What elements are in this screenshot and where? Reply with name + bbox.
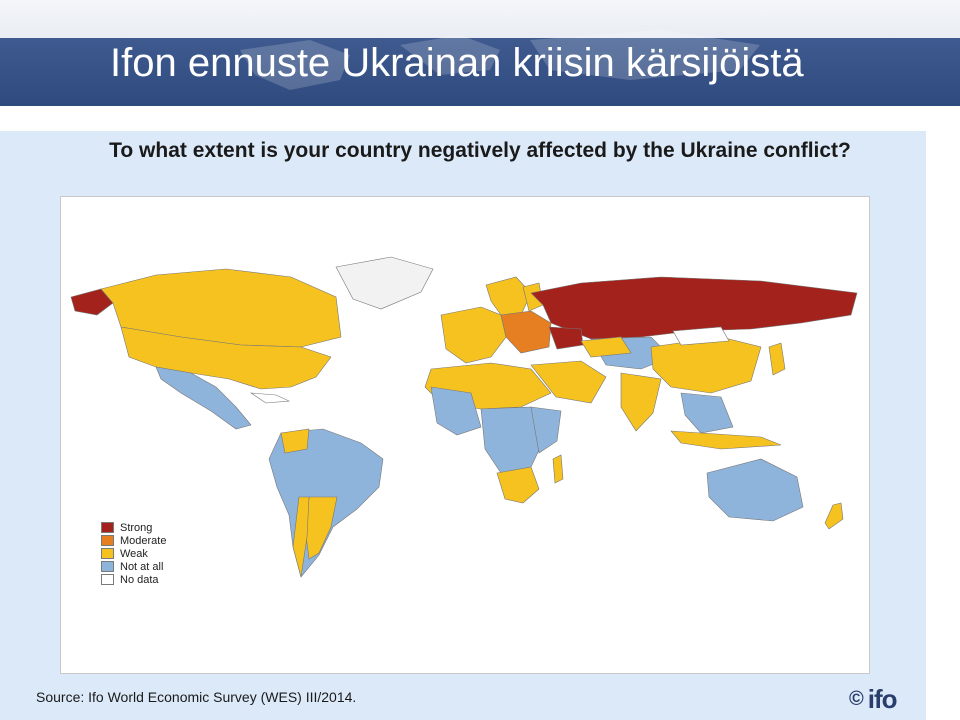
region-west-africa: [430, 386, 482, 436]
region-chile: [292, 496, 310, 578]
map-question-title: To what extent is your country negativel…: [109, 139, 851, 162]
copyright-icon: ©: [849, 687, 864, 710]
region-india: [620, 372, 662, 432]
region-southern-africa: [496, 466, 540, 504]
region-mexico: [155, 366, 252, 430]
region-eastern-europe: [500, 310, 552, 354]
region-china: [650, 336, 762, 394]
region-scandinavia: [485, 276, 532, 316]
legend-label: Not at all: [120, 560, 164, 573]
region-indonesia: [670, 430, 782, 450]
region-southeast-asia: [680, 392, 734, 434]
legend-item: Weak: [101, 547, 166, 560]
legend-item: Not at all: [101, 560, 166, 573]
region-canada: [100, 268, 342, 348]
region-greenland: [335, 256, 434, 310]
region-kazakhstan: [580, 336, 632, 358]
region-middle-east: [530, 360, 607, 404]
source-note: Source: Ifo World Economic Survey (WES) …: [36, 689, 357, 705]
legend-swatch: [101, 535, 114, 546]
ifo-logo: © ifo: [849, 683, 898, 714]
legend-item: No data: [101, 573, 166, 586]
region-alaska: [70, 288, 114, 316]
legend-item: Moderate: [101, 534, 166, 547]
ifo-logo-text: ifo: [867, 683, 898, 714]
region-caribbean: [249, 392, 291, 404]
region-madagascar: [552, 454, 564, 484]
region-russia: [530, 276, 858, 340]
legend-swatch: [101, 574, 114, 585]
region-australia: [706, 458, 804, 522]
map-legend: Strong Moderate Weak Not at all No data: [101, 521, 166, 586]
world-map: [70, 256, 858, 578]
region-ukraine: [548, 326, 584, 350]
legend-swatch: [101, 561, 114, 572]
legend-label: Strong: [120, 521, 153, 534]
legend-label: Moderate: [120, 534, 167, 547]
legend-swatch: [101, 522, 114, 533]
legend-swatch: [101, 548, 114, 559]
region-western-europe: [440, 306, 507, 364]
legend-label: No data: [120, 573, 159, 586]
region-new-zealand: [824, 502, 844, 530]
region-mongolia: [672, 326, 730, 346]
region-colombia: [280, 428, 310, 454]
slide-title: Ifon ennuste Ukrainan kriisin kärsijöist…: [110, 41, 804, 85]
region-japan: [768, 342, 786, 376]
title-banner: Ifon ennuste Ukrainan kriisin kärsijöist…: [0, 0, 960, 106]
legend-label: Weak: [120, 547, 148, 560]
legend-item: Strong: [101, 521, 166, 534]
world-map-frame: [60, 196, 870, 674]
world-map-watermark: [240, 30, 760, 90]
region-east-africa: [530, 406, 562, 454]
